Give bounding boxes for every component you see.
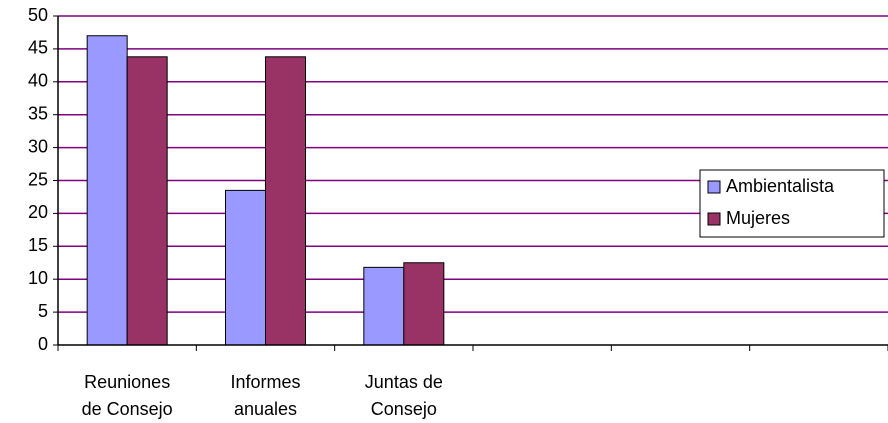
bar — [265, 56, 306, 346]
y-tick-label: 15 — [28, 235, 48, 255]
bar — [225, 189, 266, 346]
legend-swatch — [707, 212, 721, 226]
bar — [363, 266, 405, 346]
legend-label: Mujeres — [726, 208, 790, 228]
y-tick-label: 35 — [28, 103, 48, 123]
x-tick-label: Juntas de Consejo — [365, 372, 443, 419]
y-tick-label: 10 — [28, 268, 48, 288]
bar — [86, 35, 128, 346]
y-tick-label: 25 — [28, 169, 48, 189]
y-tick-label: 0 — [38, 334, 48, 354]
x-tick-label: Reuniones de Consejo — [82, 372, 173, 419]
y-tick-label: 30 — [28, 136, 48, 156]
y-tick-label: 45 — [28, 38, 48, 58]
y-tick-label: 50 — [28, 5, 48, 25]
y-tick-label: 20 — [28, 202, 48, 222]
legend-box — [699, 169, 885, 238]
x-tick-label: Informes anuales — [230, 372, 300, 419]
bar — [126, 56, 168, 346]
legend-label: Ambientalista — [726, 176, 835, 196]
legend-swatch — [707, 180, 721, 194]
y-tick-label: 40 — [28, 71, 48, 91]
y-tick-label: 5 — [38, 301, 48, 321]
bar — [403, 262, 445, 346]
